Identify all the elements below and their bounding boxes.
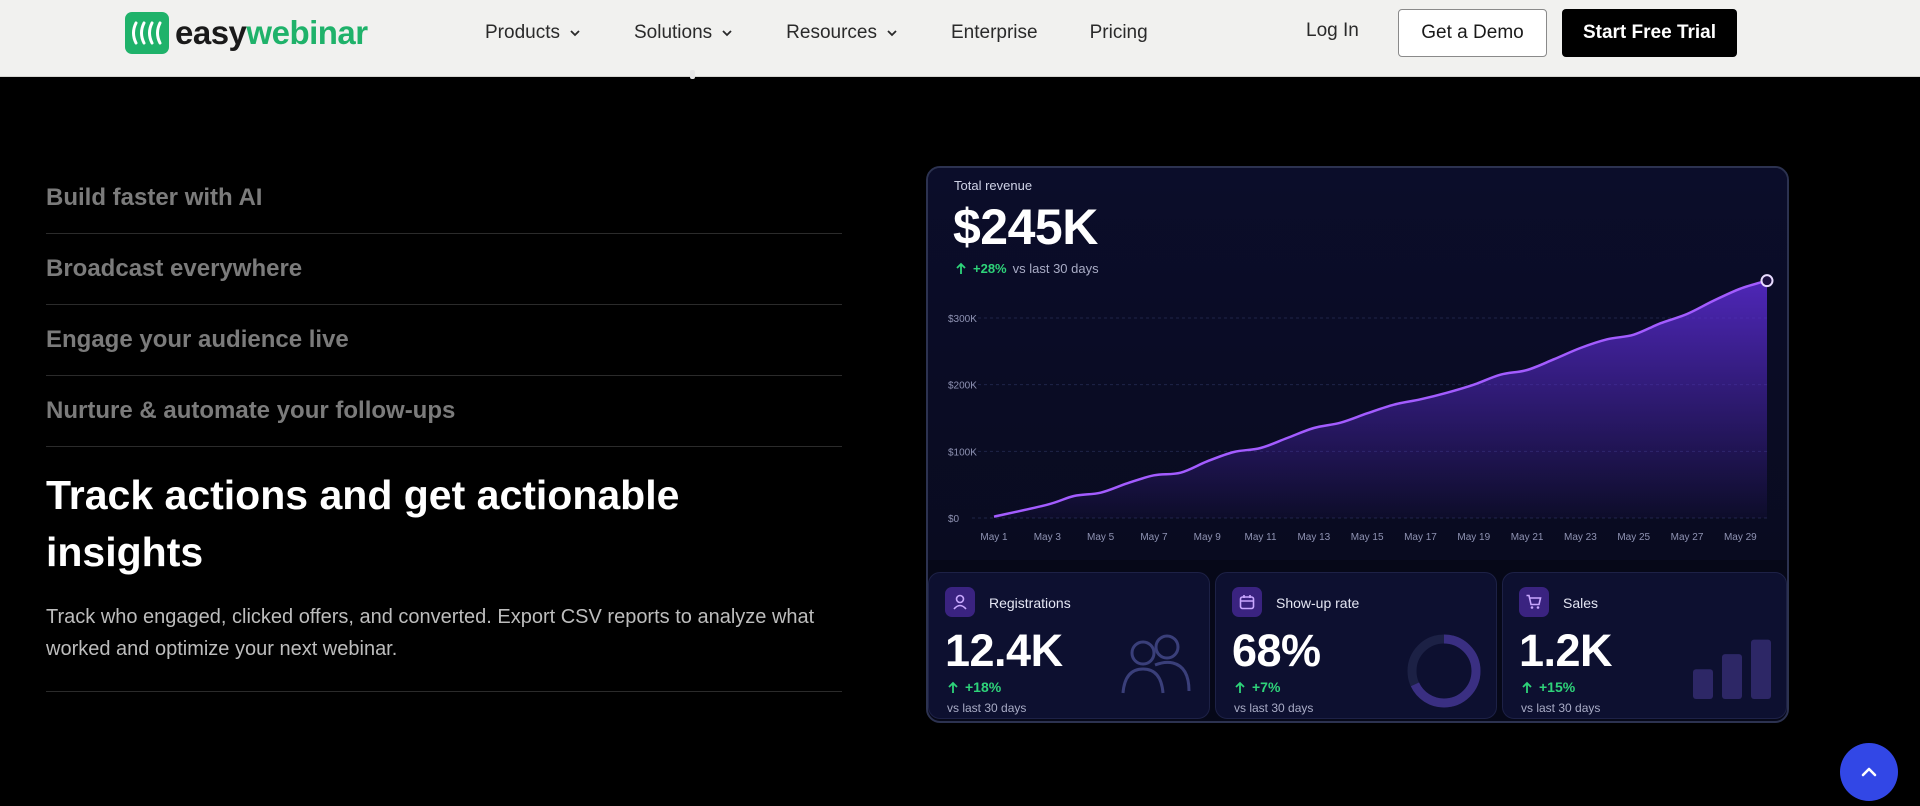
x-tick-label: May 21 <box>1511 532 1544 543</box>
feature-description: Track who engaged, clicked offers, and c… <box>46 606 815 660</box>
x-tick-label: May 13 <box>1297 532 1330 543</box>
stat-subtext: vs last 30 days <box>947 701 1027 715</box>
logo[interactable]: easywebinar <box>125 11 368 54</box>
x-tick-label: May 3 <box>1034 532 1062 543</box>
donut-ring <box>1407 634 1481 708</box>
sales-bar <box>1722 654 1742 699</box>
revenue-chart-panel: $300K $200K $100K $0 May 1 May 3 May 5 May 7 May… <box>928 168 1787 560</box>
feature-item[interactable]: Nurture & automate your follow-ups <box>46 376 842 447</box>
arrow-up-icon <box>1522 681 1532 693</box>
arrow-up-icon <box>948 681 958 693</box>
nav-products[interactable]: Products <box>485 20 582 46</box>
cart-icon <box>1519 587 1549 617</box>
user-icon <box>945 587 975 617</box>
main-nav: Products Solutions Resources Enterprise … <box>485 20 1200 46</box>
y-tick-label: $300K <box>948 314 977 325</box>
x-tick-label: May 17 <box>1404 532 1437 543</box>
revenue-value: $245K <box>953 199 1098 255</box>
feature-accordion: Build faster with AI Broadcast everywher… <box>46 163 842 692</box>
arrow-up-icon <box>956 262 966 274</box>
x-tick-label: May 27 <box>1671 532 1704 543</box>
arrow-up-icon <box>1235 681 1245 693</box>
sales-bar <box>1751 639 1771 699</box>
calendar-icon <box>1232 587 1262 617</box>
x-tick-label: May 7 <box>1140 532 1168 543</box>
feature-item[interactable]: Broadcast everywhere <box>46 234 842 305</box>
stat-label: Show-up rate <box>1276 595 1360 611</box>
stat-card-sales: Sales 1.2K +15% vs last 30 days <box>1502 572 1787 719</box>
site-header: easywebinar Products Solutions Resources… <box>0 0 1920 77</box>
x-tick-label: May 11 <box>1245 532 1277 543</box>
x-tick-label: May 5 <box>1087 532 1115 543</box>
stat-delta: +15% <box>1521 679 1575 695</box>
feature-item[interactable]: Build faster with AI <box>46 163 842 234</box>
chevron-up-icon <box>1861 767 1877 777</box>
x-tick-label: May 29 <box>1724 532 1757 543</box>
stat-value: 68% <box>1232 625 1321 676</box>
stat-subtext: vs last 30 days <box>1234 701 1314 715</box>
nav-resources[interactable]: Resources <box>786 20 899 46</box>
login-link[interactable]: Log In <box>1306 20 1359 41</box>
x-tick-label: May 25 <box>1617 532 1650 543</box>
sales-bar <box>1693 669 1713 699</box>
x-tick-label: May 15 <box>1351 532 1384 543</box>
revenue-label: Total revenue <box>954 178 1033 193</box>
x-tick-label: May 9 <box>1194 532 1222 543</box>
revenue-line <box>993 279 1768 518</box>
revenue-area-fill <box>994 280 1767 518</box>
scroll-to-top-button[interactable] <box>1840 743 1898 801</box>
revenue-delta: +28% vs last 30 days <box>955 261 1099 276</box>
feature-title: Track actions and get actionable insight… <box>46 472 680 575</box>
sales-bars <box>1693 639 1771 699</box>
x-tick-label: May 1 <box>980 532 1008 543</box>
y-tick-label: $0 <box>948 514 960 525</box>
stat-label: Registrations <box>989 595 1071 611</box>
analytics-dashboard: $300K $200K $100K $0 May 1 May 3 May 5 May 7 May… <box>926 166 1789 723</box>
feature-item-active[interactable]: Track actions and get actionable insight… <box>46 447 842 692</box>
stat-subtext: vs last 30 days <box>1521 701 1601 715</box>
logo-text: easywebinar <box>175 13 368 51</box>
get-demo-button[interactable]: Get a Demo <box>1398 9 1547 57</box>
stat-value: 12.4K <box>945 625 1063 676</box>
x-tick-label: May 19 <box>1457 532 1490 543</box>
logo-mark-icon <box>125 11 169 54</box>
y-tick-label: $200K <box>948 381 977 392</box>
stat-value: 1.2K <box>1519 625 1613 676</box>
stat-card-show-up-rate: Show-up rate 68% +7% vs last 30 days <box>1215 572 1497 719</box>
chevron-down-icon <box>722 30 732 37</box>
stat-card-registrations: Registrations 12.4K +18% vs last 30 days <box>928 572 1210 719</box>
stat-delta: +18% <box>947 679 1001 695</box>
ring-progress <box>1407 634 1481 708</box>
stat-delta: +7% <box>1234 679 1280 695</box>
stat-label: Sales <box>1563 595 1599 611</box>
revenue-area-chart: $300K $200K $100K $0 May 1 May 3 May 5 May 7 May… <box>948 274 1774 543</box>
revenue-endpoint[interactable] <box>1760 274 1774 288</box>
users-group-icon <box>1121 634 1191 694</box>
y-tick-label: $100K <box>948 447 977 458</box>
feature-item[interactable]: Engage your audience live <box>46 305 842 376</box>
chevron-down-icon <box>887 30 897 37</box>
chevron-down-icon <box>570 30 580 37</box>
x-tick-label: May 23 <box>1564 532 1597 543</box>
start-trial-button[interactable]: Start Free Trial <box>1562 9 1737 57</box>
nav-solutions[interactable]: Solutions <box>634 20 734 46</box>
nav-enterprise[interactable]: Enterprise <box>950 22 1038 43</box>
cropped-glyph <box>690 70 695 79</box>
nav-pricing[interactable]: Pricing <box>1089 22 1148 43</box>
